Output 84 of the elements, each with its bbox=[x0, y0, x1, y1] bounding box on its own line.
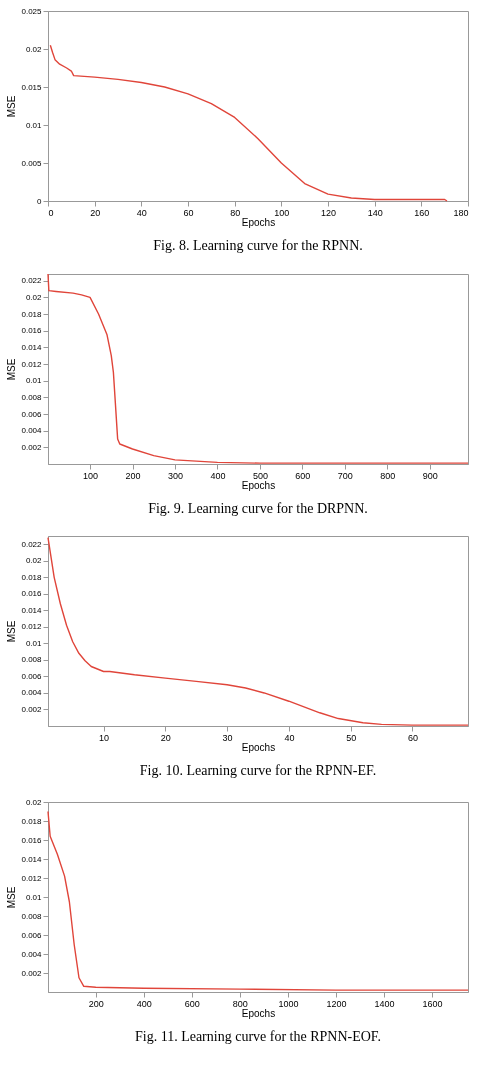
y-axis-title: MSE bbox=[6, 620, 18, 643]
x-tick-label: 600 bbox=[184, 998, 200, 1009]
text: Fig. 9. Learning curve for the DRPNN. bbox=[148, 501, 368, 516]
x-tick-label: 60 bbox=[407, 732, 418, 743]
y-tick-label: 0.006 bbox=[21, 930, 43, 940]
y-tick-label: 0.008 bbox=[21, 911, 43, 921]
x-tick-label: 80 bbox=[230, 207, 241, 218]
text: Fig. 8. Learning curve for the RPNN. bbox=[153, 238, 363, 253]
line-series bbox=[49, 44, 448, 202]
y-tick-label: 0.014 bbox=[21, 605, 43, 615]
y-tick-label: 0.002 bbox=[21, 968, 43, 978]
x-tick-label: 10 bbox=[99, 732, 110, 743]
x-tick-label: 1600 bbox=[422, 998, 443, 1009]
y-tick-label: 0.018 bbox=[21, 572, 43, 582]
y-tick-label: 0.018 bbox=[21, 816, 43, 826]
y-tick-label: 0.002 bbox=[21, 704, 43, 714]
y-tick-label: 0.015 bbox=[21, 82, 43, 92]
x-axis-title: Epochs bbox=[241, 1007, 276, 1019]
y-tick-label: 0.006 bbox=[21, 671, 43, 681]
x-tick-label: 20 bbox=[90, 207, 101, 218]
y-tick-label: 0.025 bbox=[21, 6, 43, 16]
y-tick-label: 0.008 bbox=[21, 655, 43, 665]
x-tick-label: 100 bbox=[83, 470, 99, 481]
y-tick-label: 0.01 bbox=[25, 376, 43, 386]
y-tick-label: 0.01 bbox=[25, 120, 43, 130]
x-tick-label: 120 bbox=[320, 207, 337, 218]
x-tick-label: 40 bbox=[136, 207, 147, 218]
y-tick-label: 0.006 bbox=[21, 409, 43, 419]
x-tick-label: 100 bbox=[274, 207, 290, 218]
x-tick-label: 400 bbox=[136, 998, 152, 1009]
y-tick-label: 0.008 bbox=[21, 392, 43, 402]
y-tick-label: 0.004 bbox=[21, 688, 43, 698]
x-tick-label: 200 bbox=[88, 998, 104, 1009]
y-tick-label: 0.022 bbox=[21, 539, 43, 549]
y-tick-label: 0.02 bbox=[25, 44, 43, 54]
x-tick-label: 180 bbox=[453, 207, 469, 218]
x-tick-label: 20 bbox=[160, 732, 171, 743]
y-axis-title: MSE bbox=[6, 358, 18, 381]
x-tick-label: 700 bbox=[337, 470, 353, 481]
x-tick-label: 800 bbox=[380, 470, 396, 481]
y-tick-label: 0.012 bbox=[21, 873, 43, 883]
y-tick-label: 0.022 bbox=[21, 276, 43, 286]
x-tick-label: 50 bbox=[346, 732, 357, 743]
x-tick-label: 400 bbox=[210, 470, 226, 481]
y-axis-title: MSE bbox=[6, 886, 18, 909]
x-tick-label: 300 bbox=[167, 470, 183, 481]
y-tick-label: 0.02 bbox=[25, 292, 43, 302]
y-tick-label: 0.016 bbox=[21, 589, 43, 599]
y-tick-label: 0.016 bbox=[21, 326, 43, 336]
y-tick-label: 0.02 bbox=[25, 556, 43, 566]
y-tick-label: 0.01 bbox=[25, 638, 43, 648]
y-tick-label: 0.016 bbox=[21, 835, 43, 845]
y-tick-label: 0.012 bbox=[21, 622, 43, 632]
x-tick-label: 200 bbox=[125, 470, 141, 481]
y-tick-label: 0.002 bbox=[21, 442, 43, 452]
x-axis-title: Epochs bbox=[241, 479, 276, 491]
x-tick-label: 140 bbox=[367, 207, 383, 218]
x-tick-label: 40 bbox=[284, 732, 295, 743]
x-tick-label: 1200 bbox=[326, 998, 347, 1009]
x-tick-label: 800 bbox=[232, 998, 248, 1009]
y-axis-title: MSE bbox=[6, 95, 18, 118]
y-tick-label: 0.014 bbox=[21, 342, 43, 352]
x-tick-label: 160 bbox=[414, 207, 430, 218]
y-tick-label: 0.004 bbox=[21, 426, 43, 436]
x-tick-label: 30 bbox=[222, 732, 233, 743]
x-tick-label: 600 bbox=[295, 470, 311, 481]
x-axis-title: Epochs bbox=[241, 741, 276, 753]
x-tick-label: 1000 bbox=[278, 998, 299, 1009]
y-tick-label: 0.012 bbox=[21, 359, 43, 369]
text: Fig. 11. Learning curve for the RPNN-EOF. bbox=[134, 1029, 382, 1044]
y-tick-label: 0.005 bbox=[21, 158, 43, 168]
x-tick-label: 0 bbox=[48, 207, 54, 218]
y-tick-label: 0 bbox=[37, 196, 43, 206]
y-tick-label: 0.004 bbox=[21, 949, 43, 959]
y-tick-label: 0.01 bbox=[25, 892, 43, 902]
y-tick-label: 0.014 bbox=[21, 854, 43, 864]
y-tick-label: 0.018 bbox=[21, 309, 43, 319]
x-tick-label: 900 bbox=[422, 470, 438, 481]
x-tick-label: 1400 bbox=[374, 998, 395, 1009]
x-tick-label: 500 bbox=[252, 470, 268, 481]
y-tick-label: 0.02 bbox=[25, 797, 43, 807]
x-tick-label: 60 bbox=[183, 207, 194, 218]
x-axis-title: Epochs bbox=[241, 216, 276, 228]
text: Fig. 10. Learning curve for the RPNN-EF. bbox=[139, 763, 377, 778]
